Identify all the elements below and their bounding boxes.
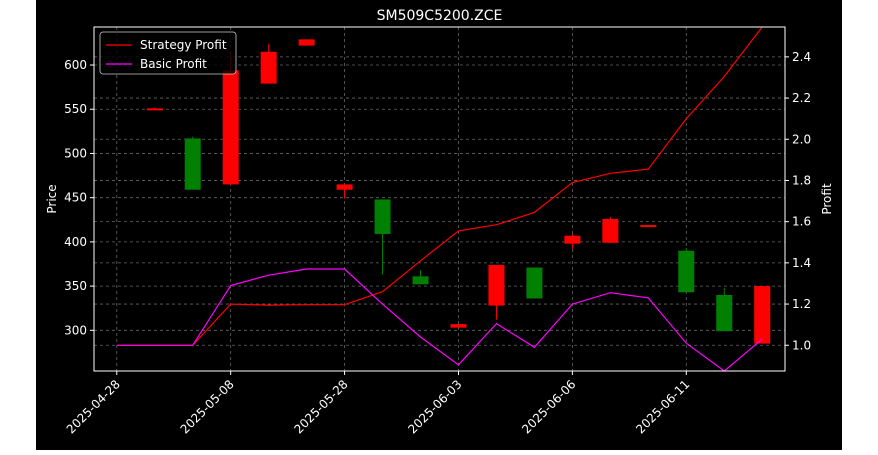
y-axis-right: 1.0 1.2 1.4 1.6 1.8 2.0 2.2 2.4: [785, 50, 811, 352]
y-right-tick-label: 1.2: [792, 297, 811, 311]
candle-body: [526, 267, 543, 299]
y-left-tick-label: 400: [64, 235, 87, 249]
legend-label-strategy-profit: Strategy Profit: [140, 38, 227, 52]
y-left-tick-label: 550: [64, 102, 87, 116]
y-right-tick-label: 1.8: [792, 173, 811, 187]
figure-background-right: [842, 0, 878, 450]
candle-body: [184, 138, 201, 190]
y-right-tick-label: 2.4: [792, 50, 811, 64]
y-left-tick-label: 500: [64, 146, 87, 160]
candle-body: [488, 264, 505, 306]
legend: Strategy Profit Basic Profit: [99, 31, 237, 75]
y-left-tick-label: 450: [64, 191, 87, 205]
chart-title: SM509C5200.ZCE: [377, 8, 503, 24]
y-right-tick-label: 1.0: [792, 338, 811, 352]
strategy-profit-line: [116, 26, 763, 346]
y-right-tick-label: 2.0: [792, 132, 811, 146]
legend-box: [99, 31, 237, 75]
y-axis-left: 300 350 400 450 500 550 600: [64, 58, 94, 337]
candle-body: [640, 225, 657, 228]
candle-body: [260, 51, 277, 84]
y-axis-right-title: Profit: [820, 183, 834, 215]
candle-body: [298, 39, 315, 46]
figure-background-left: [0, 0, 36, 450]
candlestick-series: [146, 39, 771, 344]
y-right-tick-label: 2.2: [792, 91, 811, 105]
figure-background: [36, 0, 842, 450]
candle-body: [678, 250, 695, 293]
y-left-tick-label: 350: [64, 279, 87, 293]
candle-body: [336, 184, 353, 190]
candle-body: [222, 70, 239, 185]
profit-lines: [116, 26, 763, 372]
candle-body: [146, 108, 163, 111]
candle-body: [450, 324, 467, 328]
candle-body: [374, 199, 391, 234]
basic-profit-line: [116, 268, 763, 372]
plot-frame: [93, 26, 786, 372]
y-left-tick-label: 600: [64, 58, 87, 72]
y-axis-left-title: Price: [45, 184, 59, 213]
legend-label-basic-profit: Basic Profit: [140, 57, 207, 71]
candle-body: [412, 276, 429, 285]
y-right-tick-label: 1.4: [792, 256, 811, 270]
candle-body: [716, 294, 733, 332]
candle-body: [564, 235, 581, 244]
candle-body: [602, 218, 619, 243]
y-right-tick-label: 1.6: [792, 215, 811, 229]
candle-body: [754, 286, 771, 344]
y-left-tick-label: 300: [64, 323, 87, 337]
